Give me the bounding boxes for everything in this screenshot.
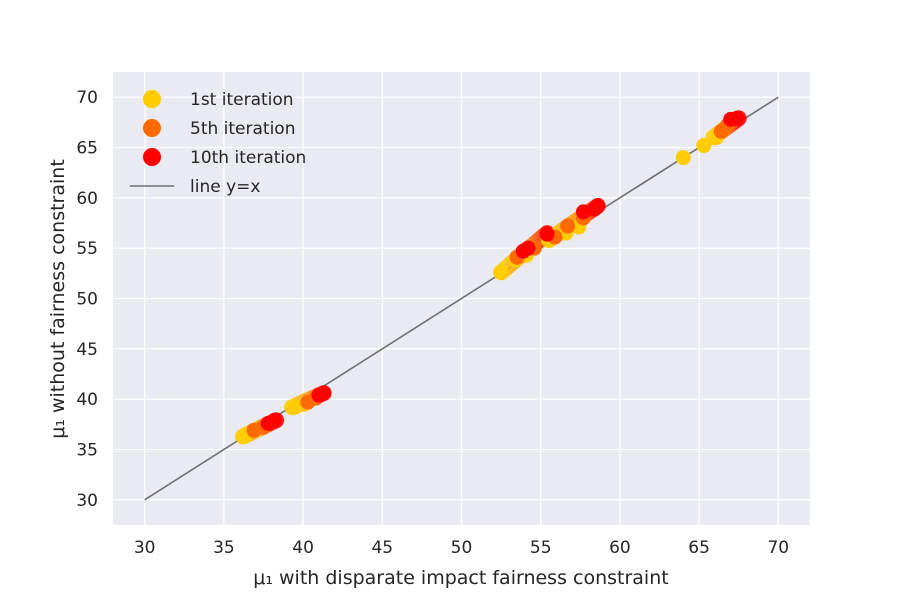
x-tick-label: 30 <box>134 538 156 558</box>
point-1st-iteration <box>675 150 691 166</box>
point-10th-iteration <box>316 385 332 401</box>
y-tick-label: 70 <box>76 88 98 108</box>
x-tick-label: 45 <box>371 538 393 558</box>
y-tick-label: 60 <box>76 189 98 209</box>
y-tick-label: 45 <box>76 340 98 360</box>
y-tick-label: 55 <box>76 239 98 259</box>
x-axis-label: μ₁ with disparate impact fairness constr… <box>253 567 668 589</box>
legend-label-1st-iteration: 1st iteration <box>190 90 294 110</box>
point-10th-iteration <box>267 412 283 428</box>
legend-label-10th-iteration: 10th iteration <box>190 148 306 168</box>
points-layer <box>236 110 745 444</box>
point-10th-iteration <box>520 240 536 256</box>
tick-labels: 30 35 40 45 50 55 60 65 70 30 35 40 45 50 55 60 65 70 <box>76 88 789 558</box>
x-tick-label: 65 <box>688 538 710 558</box>
point-10th-iteration <box>539 226 555 242</box>
x-tick-label: 50 <box>451 538 473 558</box>
point-10th-iteration <box>590 198 606 214</box>
legend: 1st iteration 5th iteration 10th iterati… <box>130 90 306 197</box>
legend-marker-10th-iteration <box>143 148 161 166</box>
x-tick-label: 55 <box>530 538 552 558</box>
x-tick-label: 70 <box>767 538 789 558</box>
point-1st-iteration <box>696 137 712 153</box>
legend-label-5th-iteration: 5th iteration <box>190 119 295 139</box>
y-tick-label: 40 <box>76 390 98 410</box>
legend-label-line-y-x: line y=x <box>190 177 260 197</box>
point-1st-iteration <box>493 264 509 280</box>
y-axis-label: μ₁ without fairness constraint <box>47 159 69 439</box>
y-tick-label: 50 <box>76 290 98 310</box>
legend-marker-5th-iteration <box>143 119 161 137</box>
x-tick-label: 40 <box>292 538 314 558</box>
x-tick-label: 60 <box>609 538 631 558</box>
y-tick-label: 30 <box>76 491 98 511</box>
point-5th-iteration <box>560 218 576 234</box>
y-tick-label: 35 <box>76 441 98 461</box>
x-tick-label: 35 <box>213 538 235 558</box>
y-tick-label: 65 <box>76 139 98 159</box>
point-10th-iteration <box>729 110 745 126</box>
legend-marker-1st-iteration <box>143 90 161 108</box>
